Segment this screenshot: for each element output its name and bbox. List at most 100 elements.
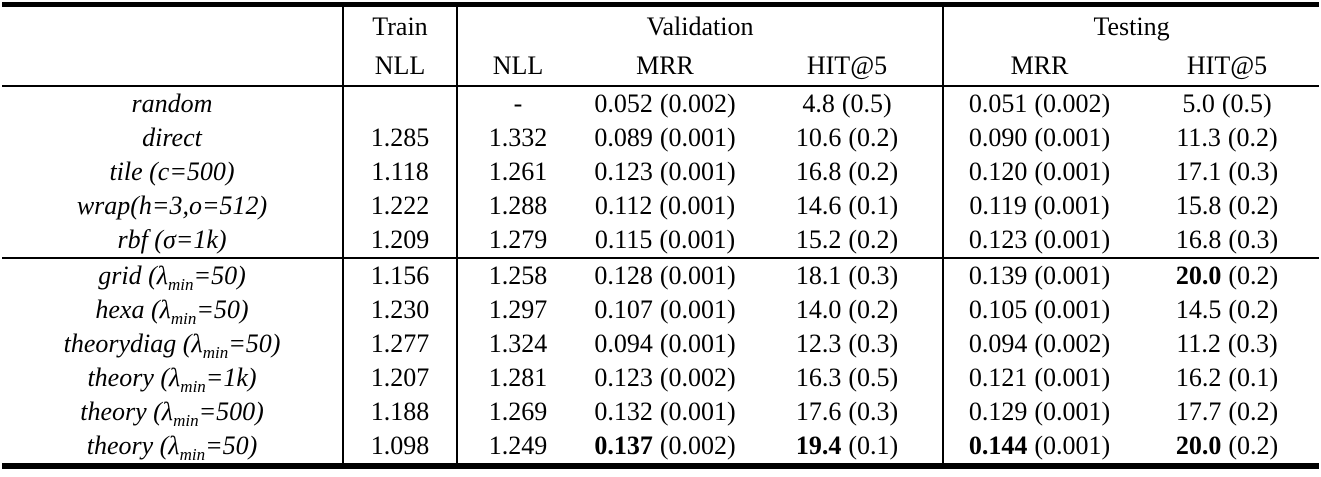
method-label: theory (λmin=500): [80, 397, 264, 429]
validation-mrr-cell: 0.094 (0.001): [594, 329, 736, 358]
validation-mrr-cell: 0.107 (0.001): [594, 295, 736, 324]
testing-hit5-cell: 17.1 (0.3): [1175, 157, 1279, 186]
method-label: rbf (σ=1k): [117, 225, 227, 254]
validation-nll-cell: 1.258: [456, 257, 578, 293]
train-nll-cell: 1.230: [342, 293, 457, 327]
testing-mrr-cell: 0.129 (0.001): [942, 395, 1136, 429]
validation-nll-cell: 1.261: [456, 155, 578, 189]
testing-mrr-cell: 0.094 (0.002): [942, 327, 1136, 361]
header-validation-nll: NLL: [456, 46, 578, 87]
testing-mrr-cell: 0.105 (0.001): [942, 293, 1136, 327]
validation-mrr-cell: 0.128 (0.001): [578, 257, 752, 293]
validation-nll-cell: 1.269: [456, 395, 578, 429]
method-label: theory (λmin=1k): [87, 363, 257, 395]
table-row: theorydiag (λmin=50) 1.277 1.324 0.094 (0…: [2, 327, 1319, 361]
method-label: random: [131, 89, 213, 118]
validation-hit5-cell: 19.4 (0.1): [795, 431, 899, 460]
header-train: Train: [342, 4, 457, 46]
table-row: theory (λmin=500) 1.188 1.269 0.132 (0.00…: [2, 395, 1319, 429]
train-nll-cell: 1.156: [342, 257, 457, 293]
validation-hit5-cell: 14.6 (0.1): [795, 191, 899, 220]
validation-mrr-cell: 0.089 (0.001): [594, 123, 736, 152]
validation-hit5-cell: 16.3 (0.5): [795, 363, 899, 392]
train-nll-cell: 1.209: [342, 223, 457, 258]
table-row: wrap(h=3,o=512) 1.222 1.288 0.112 (0.001)…: [2, 189, 1319, 223]
train-nll-cell: 1.118: [342, 155, 457, 189]
validation-mrr-cell: 0.052 (0.002): [594, 89, 736, 118]
table-header: Train Validation Testing NLL NLL MRR HIT…: [2, 4, 1320, 87]
testing-mrr-cell: 0.139 (0.001): [942, 257, 1136, 293]
validation-mrr-cell: 0.115 (0.001): [594, 225, 736, 254]
testing-hit5-cell: 20.0 (0.2): [1135, 257, 1320, 293]
validation-hit5-cell: 16.8 (0.2): [795, 157, 899, 186]
validation-mrr-cell: 0.112 (0.001): [594, 191, 736, 220]
header-validation-mrr: MRR: [578, 46, 752, 87]
header-testing: Testing: [942, 4, 1320, 46]
testing-hit5-cell: 11.3 (0.2): [1176, 123, 1278, 152]
validation-nll-cell: 1.324: [456, 327, 578, 361]
header-group-row: Train Validation Testing: [2, 4, 1320, 47]
testing-mrr-cell: 0.119 (0.001): [942, 189, 1136, 223]
validation-hit5-cell: 15.2 (0.2): [795, 225, 899, 254]
testing-mrr-cell: 0.121 (0.001): [942, 361, 1136, 395]
train-nll-cell: [342, 86, 457, 121]
table-row: theory (λmin=50) 1.098 1.249 0.137 (0.002…: [2, 429, 1319, 466]
train-nll-cell: 1.222: [342, 189, 457, 223]
method-label: wrap(h=3,o=512): [76, 191, 268, 220]
table-row: direct 1.285 1.332 0.089 (0.001) 10.6 (0.2…: [2, 121, 1319, 155]
header-testing-hit5: HIT@5: [1135, 46, 1320, 87]
table-body: random - 0.052 (0.002) 4.8 (0.5) 0.051 (0.0…: [2, 86, 1320, 466]
header-validation: Validation: [455, 4, 944, 46]
validation-mrr-cell: 0.123 (0.002): [594, 363, 736, 392]
method-label: grid (λmin=50): [2, 257, 343, 293]
method-label: theorydiag (λmin=50): [63, 329, 281, 361]
train-nll-cell: 1.098: [342, 429, 457, 466]
table-row: grid (λmin=50) 1.156 1.258 0.128 (0.001) …: [2, 257, 1320, 293]
validation-mrr-cell: 0.137 (0.002): [594, 431, 736, 460]
validation-mrr-cell: 0.132 (0.001): [594, 397, 736, 426]
testing-mrr-cell: 0.090 (0.001): [942, 121, 1136, 155]
header-validation-hit5: HIT@5: [752, 46, 944, 87]
validation-nll-cell: 1.249: [456, 429, 578, 466]
table-row: tile (c=500) 1.118 1.261 0.123 (0.001) 16…: [2, 155, 1319, 189]
validation-nll-cell: 1.332: [456, 121, 578, 155]
train-nll-cell: 1.207: [342, 361, 457, 395]
testing-hit5-cell: 16.8 (0.3): [1175, 225, 1279, 254]
testing-hit5-cell: 16.2 (0.1): [1175, 363, 1279, 392]
validation-hit5-cell: 14.0 (0.2): [795, 295, 899, 324]
method-label: direct: [142, 123, 202, 152]
header-metric-row: NLL NLL MRR HIT@5 MRR HIT@5: [2, 46, 1320, 87]
testing-mrr-cell: 0.120 (0.001): [942, 155, 1136, 189]
header-testing-mrr: MRR: [942, 46, 1136, 87]
header-method-blank: [2, 5, 343, 47]
method-label: hexa (λmin=50): [95, 295, 249, 327]
validation-nll-cell: 1.281: [456, 361, 578, 395]
validation-hit5-cell: 17.6 (0.3): [795, 397, 899, 426]
validation-hit5-cell: 12.3 (0.3): [795, 329, 899, 358]
testing-mrr-cell: 0.144 (0.001): [942, 429, 1136, 466]
table-row: hexa (λmin=50) 1.230 1.297 0.107 (0.001) …: [2, 293, 1319, 327]
validation-nll-cell: 1.297: [456, 293, 578, 327]
validation-hit5-cell: 4.8 (0.5): [802, 89, 892, 118]
testing-hit5-cell: 20.0 (0.2): [1175, 431, 1279, 460]
validation-nll-cell: 1.288: [456, 189, 578, 223]
validation-nll-cell: 1.279: [456, 223, 578, 258]
validation-nll-cell: -: [456, 86, 578, 121]
method-label: tile (c=500): [109, 157, 235, 186]
testing-mrr-cell: 0.123 (0.001): [942, 223, 1136, 258]
testing-mrr-cell: 0.051 (0.002): [942, 86, 1136, 121]
testing-hit5-cell: 11.2 (0.3): [1176, 329, 1278, 358]
testing-hit5-cell: 5.0 (0.5): [1182, 89, 1272, 118]
train-nll-cell: 1.277: [342, 327, 457, 361]
train-nll-cell: 1.188: [342, 395, 457, 429]
header-method-blank2: [2, 46, 343, 87]
validation-hit5-cell: 10.6 (0.2): [795, 123, 899, 152]
table-row: rbf (σ=1k) 1.209 1.279 0.115 (0.001) 15.2…: [2, 223, 1319, 258]
header-train-nll: NLL: [342, 46, 457, 87]
testing-hit5-cell: 17.7 (0.2): [1175, 397, 1279, 426]
validation-mrr-cell: 0.123 (0.001): [594, 157, 736, 186]
testing-hit5-cell: 15.8 (0.2): [1175, 191, 1279, 220]
validation-hit5-cell: 18.1 (0.3): [752, 257, 944, 293]
table-row: random - 0.052 (0.002) 4.8 (0.5) 0.051 (0.0…: [2, 86, 1319, 121]
